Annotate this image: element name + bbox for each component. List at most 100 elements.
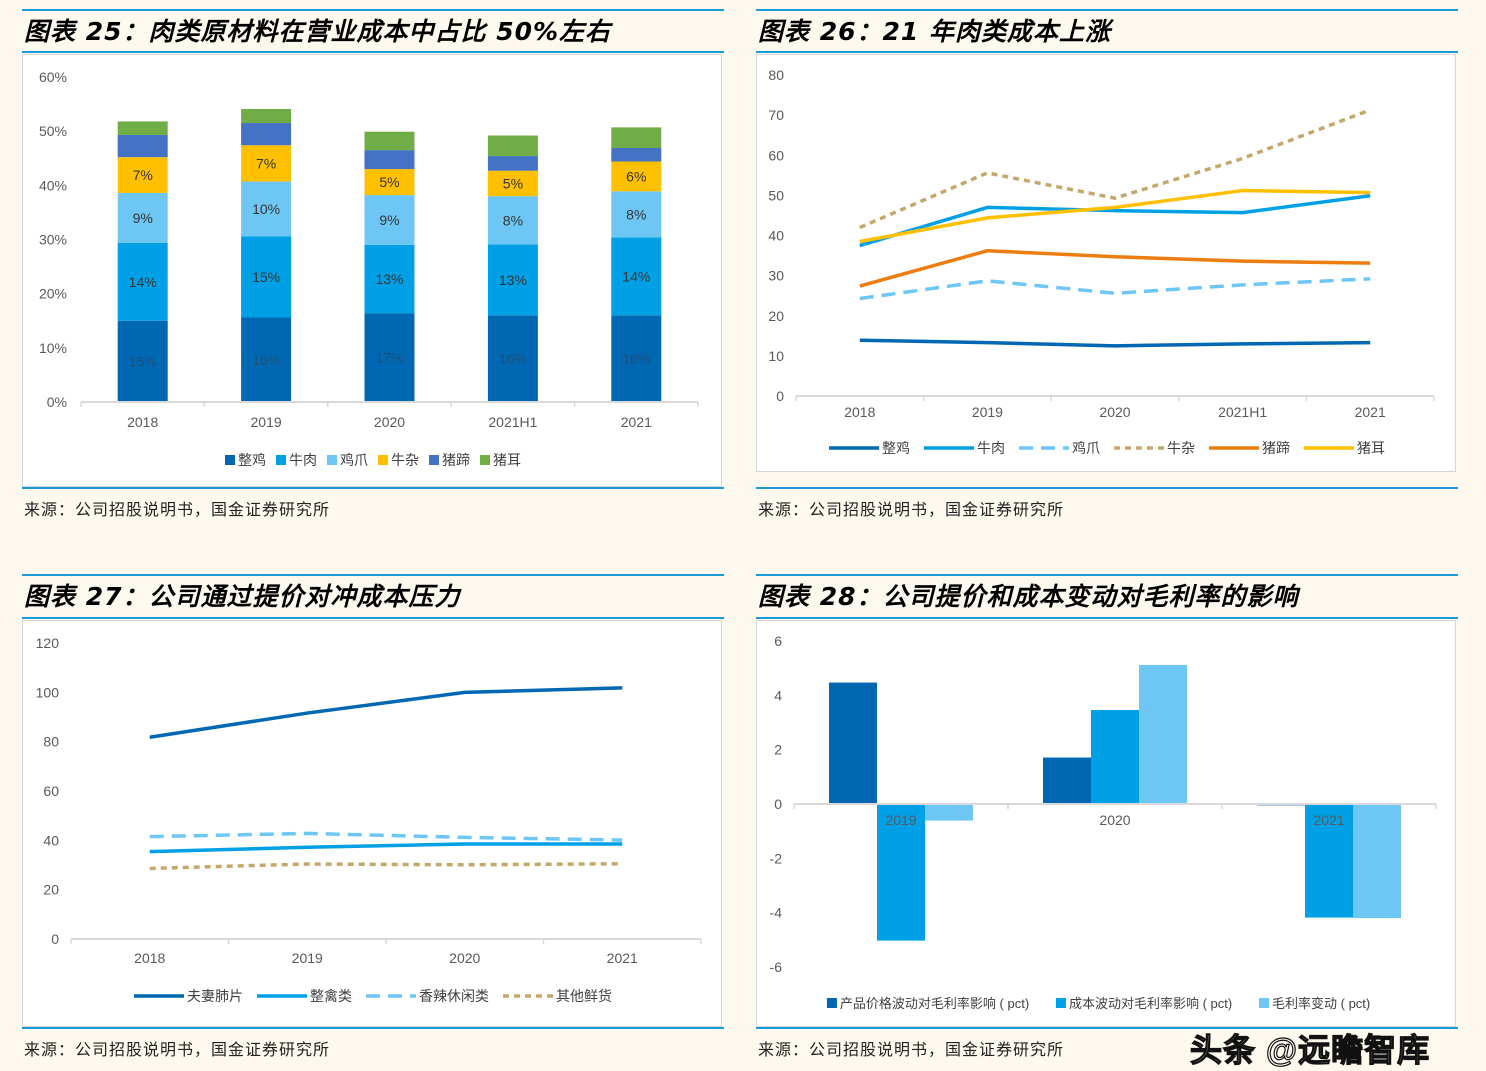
y-tick-label: 120 — [36, 635, 60, 651]
legend-label: 香辣休闲类 — [419, 988, 489, 1004]
legend-marker — [276, 455, 286, 465]
y-tick-label: 80 — [43, 734, 59, 750]
y-tick-label: 10% — [39, 340, 67, 356]
legend-label: 猪耳 — [493, 452, 521, 468]
bar-segment — [611, 237, 662, 316]
bar-segment — [117, 121, 168, 135]
legend-label: 毛利率变动 ( pct) — [1272, 996, 1370, 1011]
bar-segment — [487, 135, 538, 157]
y-tick-label: 0 — [51, 931, 59, 947]
figure-title: 图表 25：肉类原材料在营业成本中占比 50%左右 — [24, 17, 612, 46]
legend-marker — [826, 998, 837, 1008]
bar-data-label: 16% — [622, 351, 650, 367]
title-bottom-rule — [756, 51, 1458, 53]
legend-label: 猪蹄 — [1262, 440, 1290, 456]
bar — [1043, 757, 1091, 804]
series-line — [149, 862, 623, 871]
bar-data-label: 16% — [499, 351, 527, 367]
x-tick-label: 2020 — [1099, 812, 1130, 828]
bar-segment — [241, 181, 292, 237]
bar-data-label: 14% — [622, 268, 650, 284]
legend-label: 牛杂 — [1167, 440, 1195, 456]
series-line — [859, 277, 1371, 301]
legend-label: 成本波动对毛利率影响 ( pct) — [1069, 996, 1232, 1011]
legend-label: 整鸡 — [238, 452, 266, 468]
bar-segment — [611, 315, 662, 402]
bar-segment — [364, 150, 415, 170]
bar-segment — [364, 195, 415, 245]
chart-box: -6 -4 -2 0 2 4 6 2019 2020 2021 产品价格波动对毛利率影响 ( pct… — [756, 620, 1456, 1027]
series-line — [149, 686, 623, 739]
figure-title: 图表 26：21 年肉类成本上涨 — [758, 17, 1111, 46]
bar-data-label: 9% — [133, 210, 153, 226]
bar-segment — [364, 131, 415, 151]
series-line — [149, 831, 623, 842]
x-tick-label: 2018 — [844, 404, 875, 420]
legend-label: 产品价格波动对毛利率影响 ( pct) — [840, 996, 1029, 1011]
y-tick-label: 50% — [39, 123, 67, 139]
chart-box: 0 10 20 30 40 50 60 70 80 2018 2019 2020 2021H1 2021 整… — [756, 54, 1456, 472]
title-top-rule — [22, 574, 724, 576]
title-top-rule — [22, 9, 724, 11]
bar-data-label: 15% — [129, 353, 157, 369]
legend-label: 整禽类 — [310, 988, 352, 1004]
y-tick-label: 100 — [36, 684, 60, 700]
bar-data-label: 7% — [256, 155, 276, 171]
watermark: 头条 @远瞻智库 — [1189, 1031, 1431, 1068]
figure-title: 图表 28：公司提价和成本变动对毛利率的影响 — [758, 582, 1299, 611]
figure-title: 图表 27：公司通过提价对冲成本压力 — [24, 582, 461, 611]
source-note: 来源：公司招股说明书，国金证券研究所 — [24, 1040, 331, 1059]
bar-data-label: 17% — [375, 350, 403, 366]
legend-label: 牛肉 — [289, 452, 317, 468]
series-line — [859, 194, 1371, 248]
x-tick-label: 2021H1 — [1218, 404, 1267, 420]
y-tick-label: 0 — [776, 388, 784, 404]
legend-label: 牛杂 — [391, 452, 419, 468]
x-tick-label: 2021 — [1355, 404, 1386, 420]
y-tick-label: 10 — [768, 348, 784, 364]
y-tick-label: 30 — [768, 268, 784, 284]
source-note: 来源：公司招股说明书，国金证券研究所 — [758, 500, 1065, 519]
bar-segment — [241, 236, 292, 318]
legend-label: 猪耳 — [1357, 440, 1385, 456]
bar-segment — [611, 127, 662, 148]
chart-box: 0% 10% 20% 30% 40% 50% 60% 15% 14% 9% 7% 16% 15% 10% 7… — [22, 54, 722, 487]
stacked-bar-chart: 0% 10% 20% 30% 40% 50% 60% 15% 14% 9% 7% 16% 15% 10% 7… — [39, 69, 699, 468]
y-tick-label: 4 — [774, 687, 782, 703]
series-line — [859, 108, 1371, 230]
title-bottom-rule — [756, 617, 1458, 619]
grouped-bar-chart: -6 -4 -2 0 2 4 6 2019 2020 2021 产品价格波动对毛利率影响 ( pct… — [770, 633, 1437, 1011]
bar-data-label: 13% — [499, 272, 527, 288]
legend-label: 鸡爪 — [340, 452, 368, 468]
legend-marker — [429, 455, 439, 465]
legend-marker — [1055, 998, 1066, 1008]
legend-marker — [480, 455, 490, 465]
x-tick-label: 2020 — [449, 950, 480, 966]
chart-bottom-rule — [756, 1027, 1458, 1029]
bar-segment — [364, 313, 415, 402]
x-tick-label: 2020 — [374, 414, 405, 430]
line-chart: 0 10 20 30 40 50 60 70 80 2018 2019 2020 2021H1 2021 整… — [768, 67, 1435, 456]
y-tick-label: 40 — [768, 228, 784, 244]
bar-segment — [241, 123, 292, 146]
y-tick-label: 60% — [39, 69, 67, 85]
bar — [925, 804, 973, 821]
y-tick-label: 0 — [774, 796, 782, 812]
bar-segment — [241, 317, 292, 402]
bar-segment — [364, 169, 415, 196]
y-tick-label: 0% — [47, 394, 67, 410]
x-tick-label: 2021 — [1313, 812, 1344, 828]
bar — [1305, 804, 1353, 918]
y-tick-label: 30% — [39, 232, 67, 248]
legend-marker — [378, 455, 388, 465]
legend-label: 牛肉 — [977, 440, 1005, 456]
source-note: 来源：公司招股说明书，国金证券研究所 — [24, 500, 331, 519]
y-tick-label: 40 — [43, 832, 59, 848]
bar — [1139, 664, 1187, 804]
line-chart: 0 20 40 60 80 100 120 2018 2019 2020 2021 夫妻肺片 整禽类 香辣… — [36, 635, 702, 1004]
bar-segment — [611, 191, 662, 238]
bar-segment — [611, 161, 662, 192]
bar — [1353, 804, 1401, 919]
bar — [829, 682, 877, 804]
x-tick-label: 2020 — [1099, 404, 1130, 420]
